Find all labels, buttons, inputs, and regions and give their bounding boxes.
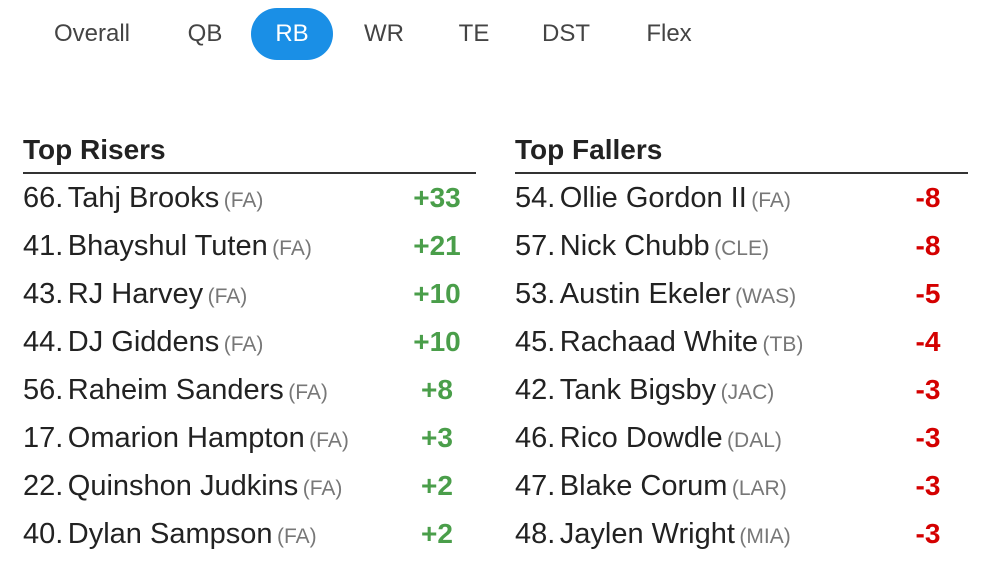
player-team: (FA) (223, 333, 264, 356)
player-row: 47. Blake Corum (LAR) -3 (515, 462, 968, 510)
player-rank: 45. (515, 326, 556, 358)
rank-change: -8 (915, 230, 941, 261)
player-rank: 46. (515, 422, 556, 454)
rank-change: +10 (413, 326, 461, 357)
tab[interactable]: Flex (646, 20, 692, 47)
rank-change: -3 (915, 422, 941, 453)
player-rank: 40. (23, 518, 64, 550)
player-rank: 42. (515, 374, 556, 406)
player-name: Tank Bigsby (559, 374, 717, 406)
position-tabs: Overall QB RB WR TE DST Flex (0, 8, 1002, 60)
player-name: Rico Dowdle (559, 422, 723, 454)
tab[interactable]: Overall (53, 20, 131, 47)
tab[interactable]: DST (542, 20, 590, 47)
player-name: Rachaad White (559, 326, 759, 358)
player-rank: 57. (515, 230, 556, 262)
player-rank: 56. (23, 374, 64, 406)
rank-change: +8 (421, 374, 453, 405)
rank-change: -3 (915, 518, 941, 549)
player-name: Ollie Gordon II (559, 182, 747, 214)
player-team: (JAC) (720, 381, 775, 404)
rank-change: +33 (413, 182, 461, 213)
player-name: Dylan Sampson (67, 518, 273, 550)
rank-change: -4 (915, 326, 941, 357)
player-team: (FA) (276, 525, 317, 548)
player-team: (FA) (288, 381, 328, 404)
player-row: 45. Rachaad White (TB) -4 (515, 318, 968, 366)
player-name: Quinshon Judkins (67, 470, 299, 502)
player-row: 44. DJ Giddens (FA) +10 (23, 318, 476, 366)
player-team: (FA) (302, 477, 343, 500)
player-name: RJ Harvey (67, 278, 204, 310)
panel-title: Top Risers (23, 128, 476, 174)
player-team: (CLE) (714, 237, 769, 260)
player-rank: 47. (515, 470, 556, 502)
player-row: 43. RJ Harvey (FA) +10 (23, 270, 476, 318)
rank-change: -3 (915, 470, 941, 501)
player-name: Tahj Brooks (67, 182, 220, 214)
tab[interactable]: QB (187, 20, 223, 47)
player-name: Raheim Sanders (67, 374, 284, 406)
player-rank: 41. (23, 230, 64, 262)
rank-change: -3 (915, 374, 941, 405)
rank-change: +10 (413, 278, 461, 309)
player-rank: 17. (23, 422, 64, 454)
player-rank: 22. (23, 470, 64, 502)
player-rank: 43. (23, 278, 64, 310)
player-rank: 48. (515, 518, 556, 550)
player-team: (FA) (309, 429, 349, 452)
player-rank: 54. (515, 182, 556, 214)
player-team: (MIA) (739, 525, 791, 548)
player-row: 42. Tank Bigsby (JAC) -3 (515, 366, 968, 414)
rank-change: +21 (413, 230, 461, 261)
player-name: Bhayshul Tuten (67, 230, 268, 262)
player-name: Jaylen Wright (559, 518, 735, 550)
rank-change: -8 (915, 182, 941, 213)
player-team: (FA) (207, 285, 248, 308)
player-rank: 53. (515, 278, 556, 310)
player-rank: 44. (23, 326, 64, 358)
rank-change: +3 (421, 422, 453, 453)
player-row: 40. Dylan Sampson (FA) +2 (23, 510, 476, 558)
rank-change: +2 (421, 470, 453, 501)
player-row: 53. Austin Ekeler (WAS) -5 (515, 270, 968, 318)
player-name: Omarion Hampton (67, 422, 305, 454)
rank-change: -5 (915, 278, 941, 309)
risers-panel: Top Risers 66. Tahj Brooks (FA) +33 41. Bh… (23, 128, 476, 550)
fallers-panel: Top Fallers 54. Ollie Gordon II (FA) -8 57… (515, 128, 968, 550)
player-name: Nick Chubb (559, 230, 710, 262)
rank-change: +2 (421, 518, 453, 549)
tab[interactable]: TE (458, 20, 490, 47)
player-team: (FA) (751, 189, 791, 212)
player-team: (DAL) (727, 429, 782, 452)
player-row: 22. Quinshon Judkins (FA) +2 (23, 462, 476, 510)
player-name: Austin Ekeler (559, 278, 731, 310)
player-team: (TB) (762, 333, 804, 356)
player-team: (WAS) (735, 285, 797, 308)
player-row: 17. Omarion Hampton (FA) +3 (23, 414, 476, 462)
player-rank: 66. (23, 182, 64, 214)
tab[interactable]: WR (364, 20, 404, 47)
player-name: DJ Giddens (67, 326, 220, 358)
player-name: Blake Corum (559, 470, 728, 502)
player-row: 46. Rico Dowdle (DAL) -3 (515, 414, 968, 462)
player-team: (LAR) (731, 477, 787, 500)
player-row: 66. Tahj Brooks (FA) +33 (23, 174, 476, 222)
player-team: (FA) (272, 237, 312, 260)
player-row: 48. Jaylen Wright (MIA) -3 (515, 510, 968, 558)
player-row: 41. Bhayshul Tuten (FA) +21 (23, 222, 476, 270)
player-row: 57. Nick Chubb (CLE) -8 (515, 222, 968, 270)
panel-title: Top Fallers (515, 128, 968, 174)
player-row: 54. Ollie Gordon II (FA) -8 (515, 174, 968, 222)
player-row: 56. Raheim Sanders (FA) +8 (23, 366, 476, 414)
player-team: (FA) (223, 189, 264, 212)
tab[interactable]: RB (251, 8, 333, 60)
